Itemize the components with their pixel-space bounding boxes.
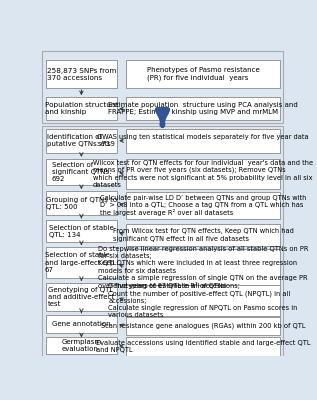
FancyBboxPatch shape xyxy=(46,191,117,215)
FancyBboxPatch shape xyxy=(126,97,281,120)
Text: Gene annotation: Gene annotation xyxy=(52,321,111,327)
Text: Calculate pair-wise LD D’ between QTNs and group QTNs with
D’ > 0.8 into a QTL; : Calculate pair-wise LD D’ between QTNs a… xyxy=(100,194,306,216)
FancyBboxPatch shape xyxy=(126,249,281,286)
FancyBboxPatch shape xyxy=(126,60,281,88)
FancyBboxPatch shape xyxy=(46,336,117,354)
Text: Do stepwise linear regression analysis of all stable QTNs on PR
for six datasets: Do stepwise linear regression analysis o… xyxy=(98,246,308,289)
Text: Selection of
significant QTNs:
692: Selection of significant QTNs: 692 xyxy=(52,162,111,182)
Text: Selection of stable
QTL: 134: Selection of stable QTL: 134 xyxy=(49,225,114,238)
Text: Selection of stable
and large-effect QTL:
67: Selection of stable and large-effect QTL… xyxy=(44,252,118,273)
FancyBboxPatch shape xyxy=(46,129,117,153)
FancyBboxPatch shape xyxy=(126,129,281,153)
Text: Estimate population  structure using PCA analysis and
FRAPPE; Estimate kinship u: Estimate population structure using PCA … xyxy=(108,102,298,116)
FancyBboxPatch shape xyxy=(46,220,117,242)
Text: Evaluate accessions using identified stable and large-effect QTL
and NPQTL: Evaluate accessions using identified sta… xyxy=(96,340,310,353)
FancyBboxPatch shape xyxy=(42,51,283,124)
Text: Grouping of QTNs to
QTL: 500: Grouping of QTNs to QTL: 500 xyxy=(46,197,117,210)
FancyBboxPatch shape xyxy=(126,224,281,246)
FancyBboxPatch shape xyxy=(126,285,281,316)
Text: Population structure
and kinship: Population structure and kinship xyxy=(45,102,118,116)
FancyBboxPatch shape xyxy=(46,315,117,333)
FancyBboxPatch shape xyxy=(46,97,117,120)
Text: Germplasm
evaluation: Germplasm evaluation xyxy=(61,339,101,352)
Text: Genotyping of 67 QTL in all accessions;
Count the number of positive-effect QTL : Genotyping of 67 QTL in all accessions; … xyxy=(108,283,298,318)
FancyBboxPatch shape xyxy=(42,126,283,356)
FancyBboxPatch shape xyxy=(46,60,117,88)
FancyBboxPatch shape xyxy=(126,159,281,189)
FancyBboxPatch shape xyxy=(46,247,117,278)
FancyBboxPatch shape xyxy=(46,159,117,185)
Text: 258,873 SNPs from
370 accessions: 258,873 SNPs from 370 accessions xyxy=(47,68,116,81)
Text: Wilcox test for QTN effects for four individual  year's data and the
means of PR: Wilcox test for QTN effects for four ind… xyxy=(93,160,313,188)
Text: GWAS using ten statistical models separately for five year data
sets: GWAS using ten statistical models separa… xyxy=(97,134,309,147)
FancyBboxPatch shape xyxy=(126,336,281,356)
FancyBboxPatch shape xyxy=(126,192,281,219)
Text: Identification of
putative QTNs: 719: Identification of putative QTNs: 719 xyxy=(48,134,115,147)
Text: Genotyping of QTL
and additive-effect
test: Genotyping of QTL and additive-effect te… xyxy=(48,287,114,307)
Text: Scan resistance gene analogues (RGAs) within 200 kb of QTL: Scan resistance gene analogues (RGAs) wi… xyxy=(101,323,305,329)
FancyBboxPatch shape xyxy=(46,283,117,311)
FancyBboxPatch shape xyxy=(126,317,281,335)
Text: From Wilcox test for QTN effects, Keep QTN which had
significant QTN effect in a: From Wilcox test for QTN effects, Keep Q… xyxy=(113,228,294,242)
Text: Phenotypes of Pasmo resistance
(PR) for five individual  years: Phenotypes of Pasmo resistance (PR) for … xyxy=(147,67,259,81)
